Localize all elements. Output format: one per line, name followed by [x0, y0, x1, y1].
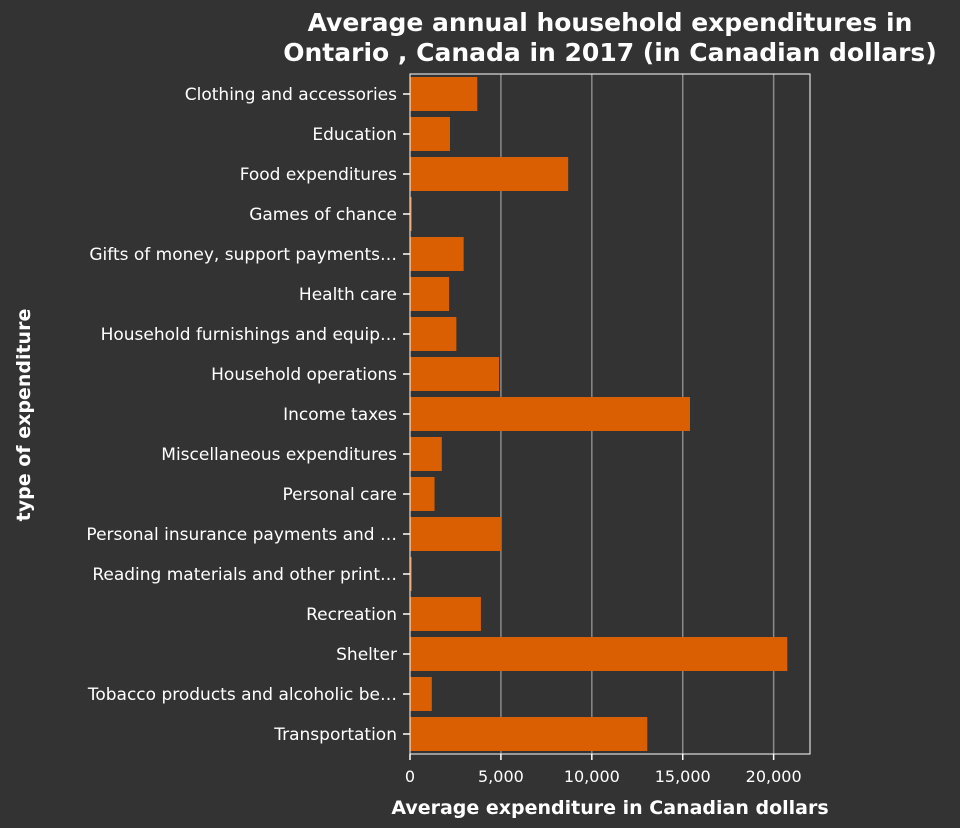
bar	[410, 517, 501, 551]
category-label: Gifts of money, support payments…	[89, 245, 397, 265]
x-tick-label: 5,000	[478, 767, 524, 786]
category-labels: Clothing and accessories Education Food ex…	[86, 85, 410, 745]
bar	[410, 637, 788, 671]
bar	[410, 277, 450, 311]
bar	[410, 677, 432, 711]
bar	[410, 357, 500, 391]
category-label: Food expenditures	[240, 165, 397, 185]
x-tick-labels: 0 5,000 10,000 15,000 20,000	[405, 754, 802, 786]
x-tick-label: 20,000	[746, 767, 802, 786]
chart-title-line-2: Ontario , Canada in 2017 (in Canadian do…	[283, 38, 937, 67]
bar	[410, 477, 435, 511]
x-tick-label: 0	[405, 767, 415, 786]
bars	[410, 77, 788, 751]
category-label: Personal insurance payments and …	[86, 525, 397, 545]
x-tick-label: 10,000	[564, 767, 620, 786]
bar	[410, 317, 457, 351]
category-label: Reading materials and other print…	[92, 565, 397, 585]
bar	[410, 397, 690, 431]
category-label: Clothing and accessories	[185, 85, 397, 105]
bar	[410, 157, 569, 191]
bar	[410, 77, 478, 111]
category-label: Household furnishings and equip…	[101, 325, 397, 345]
category-label: Household operations	[211, 365, 397, 385]
category-label: Education	[312, 125, 397, 145]
category-label: Tobacco products and alcoholic be…	[87, 685, 397, 705]
y-axis-title: type of expenditure	[13, 309, 35, 522]
bar	[410, 597, 481, 631]
chart-title-line-1: Average annual household expenditures in	[308, 8, 913, 37]
category-label: Recreation	[306, 605, 397, 625]
x-tick-label: 15,000	[655, 767, 711, 786]
bar	[410, 437, 442, 471]
x-axis-title: Average expenditure in Canadian dollars	[391, 797, 828, 819]
category-label: Miscellaneous expenditures	[161, 445, 397, 465]
category-label: Games of chance	[249, 205, 397, 225]
bar	[410, 557, 412, 591]
bar	[410, 237, 464, 271]
bar	[410, 717, 648, 751]
category-label: Shelter	[336, 645, 397, 665]
category-label: Transportation	[273, 725, 397, 745]
category-label: Health care	[299, 285, 397, 305]
category-label: Income taxes	[283, 405, 397, 425]
category-label: Personal care	[282, 485, 397, 505]
bar	[410, 117, 450, 151]
bar	[410, 197, 412, 231]
